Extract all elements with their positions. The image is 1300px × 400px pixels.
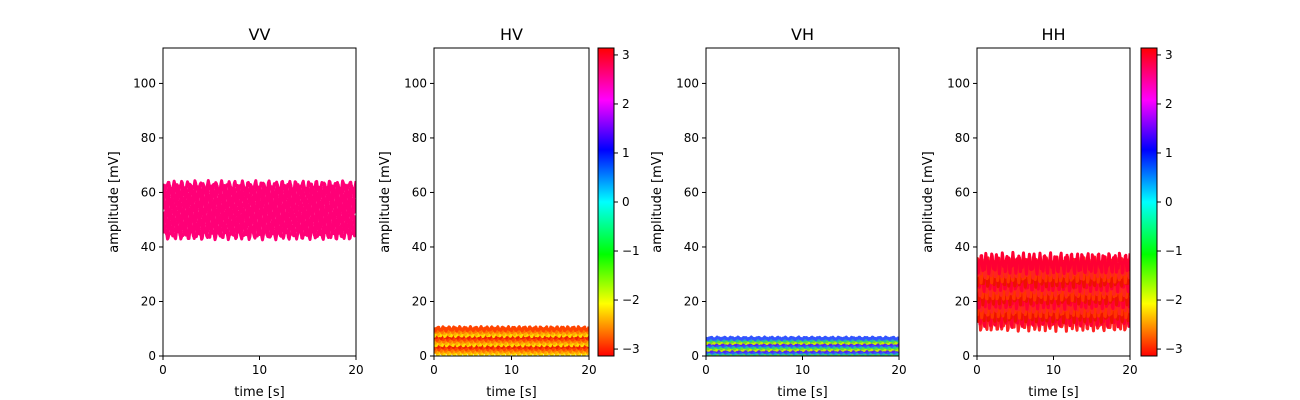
y-tick-label: 0	[148, 349, 156, 363]
y-tick-label: 0	[962, 349, 970, 363]
x-tick-label: 10	[795, 363, 810, 377]
x-axis-label: time [s]	[777, 385, 827, 400]
y-tick-label: 20	[684, 294, 699, 308]
colorbar-tick-label: 3	[1165, 48, 1173, 62]
x-tick-label: 0	[159, 363, 167, 377]
x-tick-label: 20	[348, 363, 363, 377]
x-tick-label: 20	[1122, 363, 1137, 377]
y-tick-label: 40	[684, 240, 699, 254]
colorbar: 3 2 1 0 −1 −2 −3	[1140, 47, 1183, 357]
y-axis-label: amplitude [mV]	[378, 151, 393, 253]
subplot-vh: VH 0 10 20 0 20 40 60 80 100 time [s] amplitude [mV…	[650, 25, 907, 400]
x-tick-label: 0	[973, 363, 981, 377]
x-tick-label: 0	[702, 363, 710, 377]
colorbar-tick-label: −3	[622, 342, 640, 356]
band-line	[706, 335, 899, 342]
y-tick-label: 20	[412, 294, 427, 308]
subplot-vv: VV 0 10 20 0 20 40 60 80 100 time [s] amplitude [mV…	[107, 25, 364, 400]
colorbar-tick-label: 0	[1165, 195, 1173, 209]
y-tick-label: 80	[141, 131, 156, 145]
subplot-title: HH	[1041, 25, 1065, 44]
y-tick-label: 100	[947, 76, 970, 90]
y-tick-label: 40	[141, 240, 156, 254]
band-line	[977, 250, 1130, 276]
colorbar: 3 2 1 0 −1 −2 −3	[597, 47, 640, 357]
x-tick-label: 10	[504, 363, 519, 377]
colorbar-tick-label: 2	[1165, 97, 1173, 111]
colorbar-tick-label: −1	[1165, 244, 1183, 258]
colorbar-tick-label: 2	[622, 97, 630, 111]
y-tick-label: 100	[676, 76, 699, 90]
x-axis-label: time [s]	[1028, 385, 1078, 400]
y-tick-label: 80	[412, 131, 427, 145]
y-tick-label: 60	[955, 185, 970, 199]
colorbar-tick-label: −2	[622, 293, 640, 307]
y-tick-label: 60	[684, 185, 699, 199]
y-tick-label: 40	[412, 240, 427, 254]
colorbar-gradient	[1140, 47, 1158, 357]
y-axis-label: amplitude [mV]	[650, 151, 665, 253]
y-tick-label: 80	[955, 131, 970, 145]
y-tick-label: 0	[419, 349, 427, 363]
x-axis-label: time [s]	[486, 385, 536, 400]
subplot-title: VH	[791, 25, 814, 44]
x-tick-label: 0	[430, 363, 438, 377]
data-band	[977, 250, 1130, 333]
y-axis-label: amplitude [mV]	[921, 151, 936, 253]
y-axis-label: amplitude [mV]	[107, 151, 122, 253]
x-tick-label: 20	[891, 363, 906, 377]
colorbar-tick-label: 1	[1165, 146, 1173, 160]
colorbar-tick-label: −3	[1165, 342, 1183, 356]
x-tick-label: 20	[581, 363, 596, 377]
y-tick-label: 0	[691, 349, 699, 363]
y-tick-label: 40	[955, 240, 970, 254]
band-line	[434, 325, 589, 333]
y-tick-label: 100	[133, 76, 156, 90]
y-tick-label: 60	[141, 185, 156, 199]
axes-frame	[433, 47, 590, 357]
x-tick-label: 10	[1046, 363, 1061, 377]
x-axis-label: time [s]	[234, 385, 284, 400]
y-tick-label: 60	[412, 185, 427, 199]
data-band	[163, 179, 356, 242]
y-tick-label: 20	[141, 294, 156, 308]
colorbar-tick-label: 0	[622, 195, 630, 209]
y-tick-label: 100	[404, 76, 427, 90]
band-line	[163, 179, 356, 195]
colorbar-tick-label: −1	[622, 244, 640, 258]
data-band	[706, 335, 899, 356]
data-band	[434, 325, 589, 356]
colorbar-tick-label: 1	[622, 146, 630, 160]
y-tick-label: 80	[684, 131, 699, 145]
subplot-title: HV	[500, 25, 523, 44]
colorbar-tick-label: −2	[1165, 293, 1183, 307]
axes-frame	[705, 47, 900, 357]
x-tick-label: 10	[252, 363, 267, 377]
y-tick-label: 20	[955, 294, 970, 308]
subplot-title: VV	[249, 25, 271, 44]
colorbar-tick-label: 3	[622, 48, 630, 62]
colorbar-gradient	[597, 47, 615, 357]
